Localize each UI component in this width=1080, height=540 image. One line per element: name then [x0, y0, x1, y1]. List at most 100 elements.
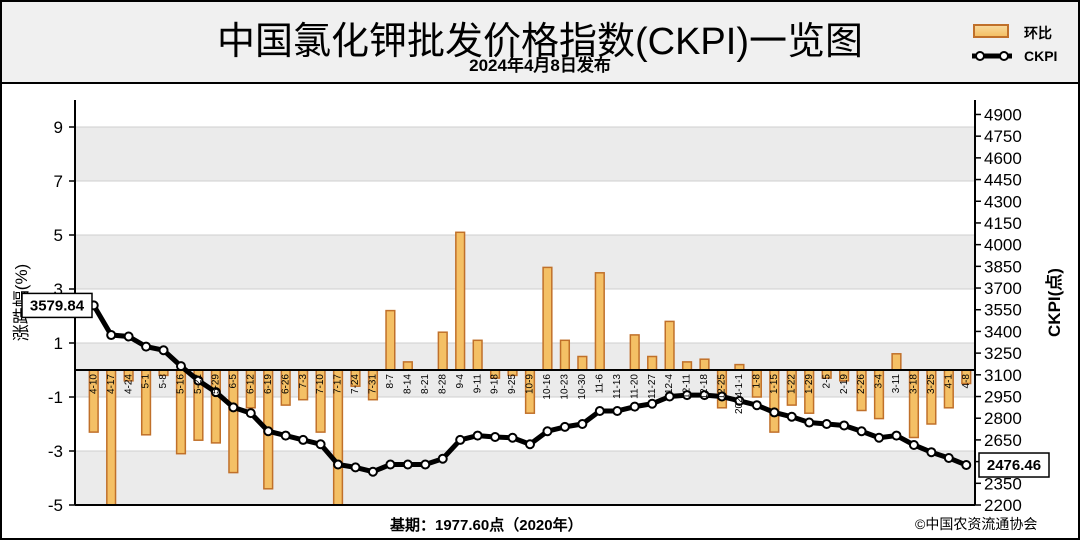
ckpi-point [263, 426, 274, 437]
copyright: ©中国农资流通协会 [915, 516, 1038, 532]
y-right-tick-label: 3250 [984, 344, 1022, 363]
x-tick-label: 2-26 [856, 374, 867, 394]
y-right-tick-label: 4300 [984, 192, 1022, 211]
ckpi-point [350, 462, 361, 473]
x-tick-label: 5-1 [141, 374, 152, 389]
bar [629, 334, 640, 371]
x-tick-label: 12-25 [717, 374, 728, 400]
bar [455, 231, 466, 371]
y-left-tick-label: 5 [54, 226, 63, 245]
chart-subtitle: 2024年4月8日发布 [469, 56, 611, 75]
ckpi-point [856, 426, 867, 437]
ckpi-point [175, 361, 186, 372]
x-tick-label: 9-4 [455, 374, 466, 389]
x-tick-label: 10-16 [542, 374, 553, 400]
ckpi-point [193, 375, 204, 386]
x-tick-label: 9-11 [472, 374, 483, 394]
y-left-tick-label: 9 [54, 118, 63, 137]
x-tick-label: 2024-1-1 [734, 374, 745, 414]
base-note: 基期：1977.60点（2020年） [390, 517, 583, 534]
ckpi-point [943, 452, 954, 463]
ckpi-point [751, 400, 762, 411]
x-tick-label: 4-10 [88, 374, 99, 394]
y-right-tick-label: 3850 [984, 257, 1022, 276]
ckpi-point [420, 459, 431, 470]
x-tick-label: 6-12 [245, 374, 256, 394]
bar [437, 331, 448, 371]
ckpi-point [664, 391, 675, 402]
ckpi-point [298, 434, 309, 445]
ckpi-point [280, 430, 291, 441]
y-left-tick-label: -3 [48, 442, 63, 461]
ckpi-point [525, 439, 535, 450]
y-right-axis-title: CKPI(点) [1044, 268, 1064, 337]
x-tick-label: 5-16 [176, 374, 187, 394]
y-right-tick-label: 4150 [984, 214, 1022, 233]
x-tick-label: 4-17 [106, 374, 117, 394]
ckpi-point [141, 341, 152, 352]
x-tick-label: 7-10 [315, 374, 326, 394]
x-tick-label: 9-18 [490, 374, 501, 394]
x-tick-label: 4-1 [943, 374, 954, 389]
bar [472, 339, 483, 371]
x-tick-label: 10-9 [525, 374, 536, 394]
legend-line-swatch [972, 51, 1012, 61]
bar [577, 355, 588, 371]
ckpi-point [385, 459, 396, 470]
y-right-tick-label: 4600 [984, 149, 1022, 168]
plot-band [75, 235, 975, 289]
ckpi-point [699, 390, 710, 401]
bar [681, 361, 693, 371]
x-tick-label: 1-15 [769, 374, 780, 394]
ckpi-point [682, 390, 693, 401]
x-tick-label: 11-13 [612, 374, 623, 399]
ckpi-point [612, 405, 623, 416]
ckpi-point [769, 407, 780, 418]
ckpi-point [367, 466, 378, 477]
bar [664, 320, 675, 371]
x-tick-label: 5-29 [211, 374, 222, 394]
plot-band [75, 451, 975, 505]
x-tick-label: 4-8 [961, 374, 972, 389]
x-tick-label: 3-18 [909, 374, 920, 394]
bar [891, 353, 902, 371]
ckpi-point [158, 345, 169, 356]
x-tick-label: 12-4 [664, 374, 675, 394]
x-tick-label: 3-11 [891, 374, 902, 394]
bar [542, 266, 553, 371]
x-tick-label: 7-24 [350, 374, 361, 394]
x-tick-label: 2-5 [821, 374, 832, 389]
y-right-tick-label: 2200 [984, 496, 1022, 515]
x-tick-label: 7-17 [333, 374, 344, 394]
plot-band [75, 181, 975, 235]
y-right-tick-label: 2350 [984, 474, 1022, 493]
x-tick-label: 11-20 [629, 374, 640, 399]
ckpi-point [734, 395, 745, 406]
ckpi-point [786, 411, 797, 422]
x-tick-label: 11-27 [647, 374, 658, 399]
bar [699, 358, 710, 371]
y-left-tick-label: -5 [48, 496, 63, 515]
ckpi-point [106, 330, 117, 341]
ckpi-point [908, 439, 919, 450]
ckpi-point [472, 430, 483, 441]
ckpi-point [315, 439, 326, 450]
last-value-label: 2476.46 [987, 457, 1041, 474]
bar [594, 272, 605, 371]
y-right-tick-label: 2650 [984, 431, 1022, 450]
ckpi-point [228, 402, 239, 413]
y-left-tick-label: 3 [54, 280, 63, 299]
ckpi-point [594, 405, 605, 416]
x-tick-label: 1-8 [752, 374, 763, 389]
ckpi-point [123, 331, 134, 342]
ckpi-point [716, 391, 727, 402]
bar [647, 355, 658, 371]
x-tick-label: 8-7 [385, 374, 396, 389]
data-labels: 3579.84 2476.46 [21, 292, 1050, 478]
x-tick-label: 5-22 [193, 374, 204, 394]
x-tick-label: 2-19 [839, 374, 850, 394]
ckpi-point [333, 459, 344, 470]
chart-title: 中国氯化钾批发价格指数(CKPI)一览图 [216, 21, 863, 63]
